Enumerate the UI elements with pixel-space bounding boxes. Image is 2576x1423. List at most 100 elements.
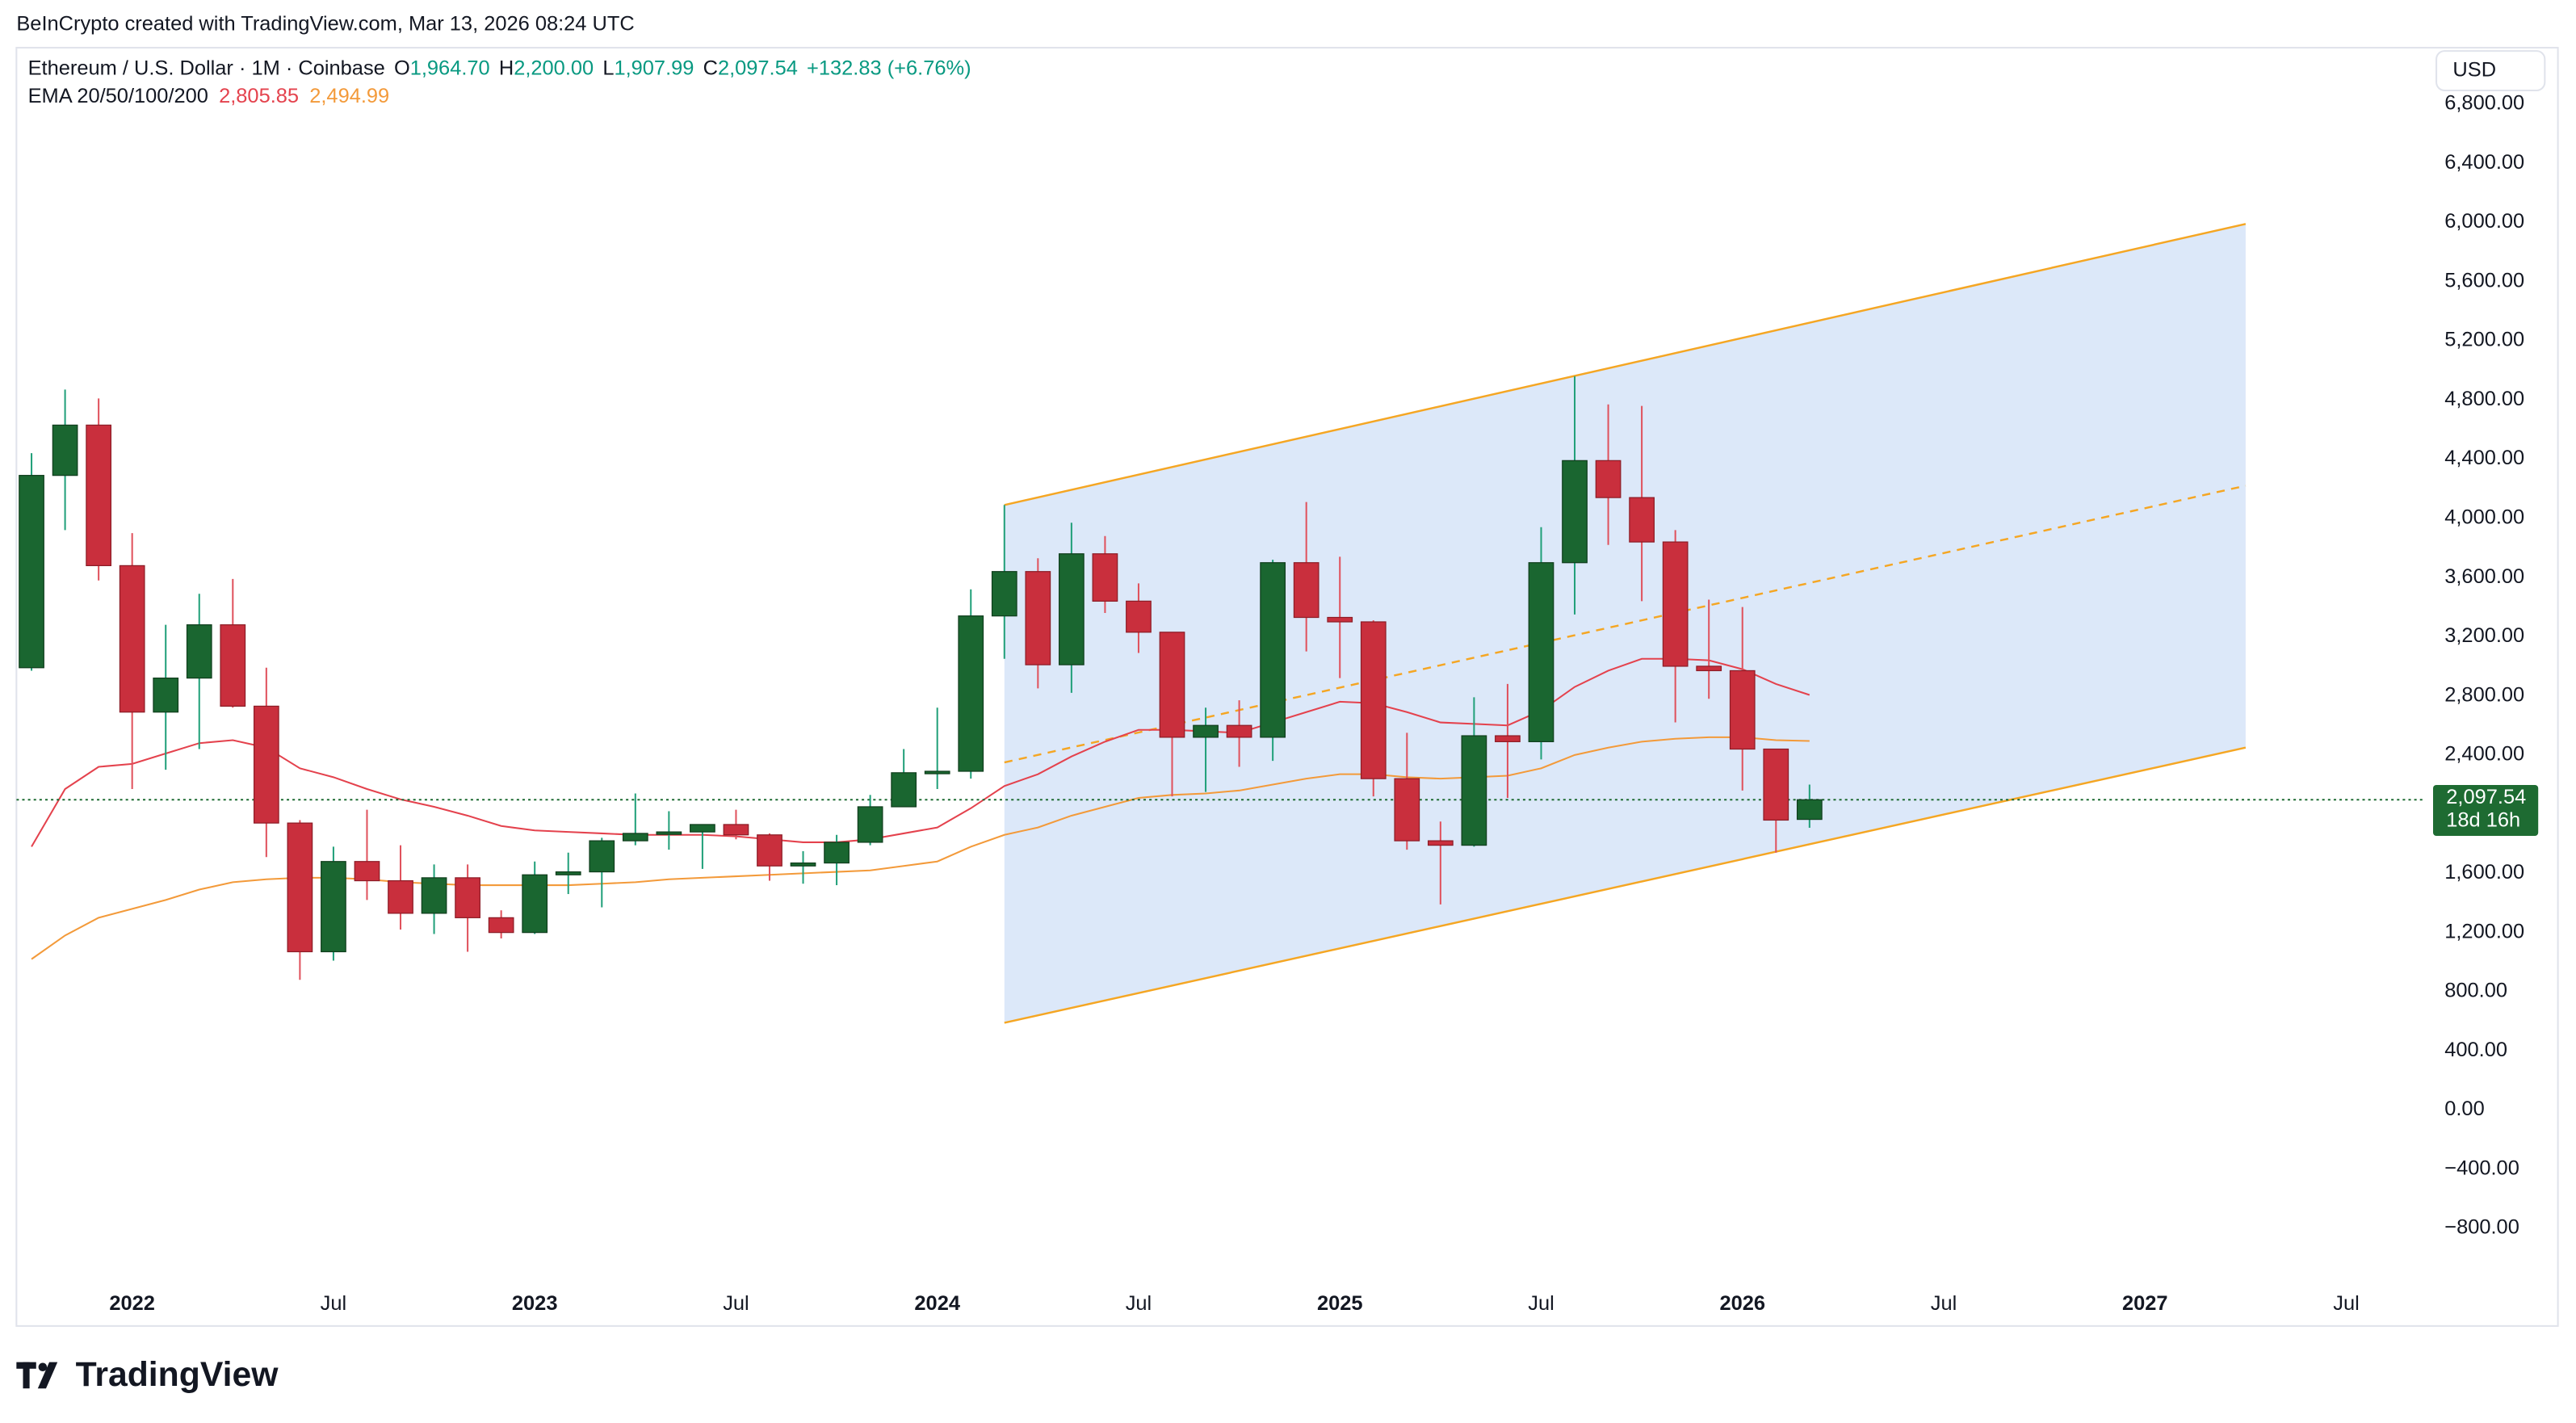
candle-body (1059, 553, 1085, 665)
change: +132.83 (+6.76%) (807, 57, 971, 79)
indicator: EMA 20/50/100/200 (28, 85, 208, 107)
candle-body (924, 770, 950, 774)
x-tick-label: Jul (1931, 1292, 1957, 1315)
candle-body (958, 615, 984, 772)
candle-body (153, 677, 179, 713)
y-tick-label: 1,200.00 (2444, 920, 2524, 942)
y-tick-label: 3,600.00 (2444, 565, 2524, 588)
legend-main: Ethereum / U.S. Dollar · 1M · Coinbase O… (28, 57, 971, 79)
x-tick-label: Jul (321, 1292, 346, 1315)
brand-logo (16, 1362, 58, 1389)
countdown: 18d 16h (2446, 808, 2520, 831)
candle-body (1763, 748, 1789, 821)
y-tick-label: 6,000.00 (2444, 210, 2524, 233)
ohlc-value: 1,907.99 (614, 57, 694, 79)
currency-button[interactable] (2435, 50, 2546, 91)
candle-body (1394, 778, 1420, 842)
y-tick-label: 6,800.00 (2444, 92, 2524, 115)
y-tick-label: 800.00 (2444, 980, 2507, 1002)
candle-body (354, 861, 380, 882)
ohlc-key: L (602, 57, 614, 79)
ohlc-value: 2,097.54 (718, 57, 798, 79)
candle-body (388, 879, 413, 914)
ema-value: 2,805.85 (219, 85, 299, 107)
candle-body (86, 424, 111, 567)
plot-area (16, 223, 2423, 1024)
x-tick-label: 2024 (914, 1292, 960, 1315)
candle-body (991, 571, 1017, 617)
currency[interactable]: USD (2452, 58, 2496, 81)
x-tick-label: Jul (2333, 1292, 2360, 1315)
y-tick-label: 4,000.00 (2444, 506, 2524, 528)
candle-body (1562, 460, 1588, 564)
candle-body (1293, 562, 1319, 619)
y-tick-label: 3,200.00 (2444, 624, 2524, 647)
candle-body (287, 822, 313, 953)
price-box (2433, 784, 2539, 837)
y-tick-label: 5,600.00 (2444, 269, 2524, 292)
y-tick-label: −800.00 (2444, 1216, 2519, 1239)
candle-body (119, 565, 145, 713)
x-tick-label: 2027 (2122, 1292, 2168, 1315)
ohlc-value: 2,200.00 (514, 57, 594, 79)
candle-body (220, 624, 246, 707)
candle-body (1696, 665, 1722, 672)
x-tick-label: 2022 (109, 1292, 155, 1315)
ohlc-value: 1,964.70 (410, 57, 490, 79)
candle-body (488, 917, 514, 934)
candle-body (1796, 799, 1823, 821)
candle-body (589, 840, 615, 873)
candle-body (52, 424, 78, 476)
candle-body (1528, 562, 1554, 742)
channel-middle (1004, 485, 2247, 764)
y-tick-label: −400.00 (2444, 1156, 2519, 1179)
candle-body (1729, 670, 1756, 750)
x-tick-label: 2025 (1317, 1292, 1363, 1315)
candle-body (1260, 562, 1286, 738)
candle-body (19, 475, 44, 669)
candle-body (824, 842, 850, 864)
candle-body (522, 874, 548, 934)
channel-upper (1004, 223, 2247, 506)
candle-body (321, 861, 346, 953)
candle-body (421, 877, 447, 914)
ohlc-key: C (703, 57, 718, 79)
y-tick-label: 1,600.00 (2444, 861, 2524, 884)
y-tick-label: 0.00 (2444, 1098, 2484, 1120)
candle-body (1461, 735, 1487, 846)
legend-ema: EMA 20/50/100/200 2,805.85 2,494.99 (28, 85, 390, 107)
candle-body (1159, 632, 1185, 738)
symbol: Ethereum / U.S. Dollar · 1M · Coinbase (28, 57, 385, 79)
y-tick-label: 2,400.00 (2444, 743, 2524, 766)
candle-body (1025, 571, 1051, 665)
x-tick-label: Jul (1528, 1292, 1554, 1315)
x-tick-label: Jul (1126, 1292, 1152, 1315)
channel-lower (1004, 746, 2247, 1024)
x-tick-label: 2026 (1719, 1292, 1765, 1315)
candle-body (1226, 724, 1252, 738)
candle-body (1662, 541, 1689, 667)
candle-body (1629, 497, 1655, 543)
ohlc-key: H (499, 57, 514, 79)
candle-body (455, 877, 480, 918)
price-label: 2,097.54 (2446, 786, 2526, 808)
candle-body (656, 831, 682, 835)
candle-body (690, 824, 715, 833)
candle-body (891, 772, 917, 808)
candle-body (1193, 724, 1219, 738)
candle-body (253, 705, 279, 824)
ema-line (31, 657, 1810, 847)
candle-body (1327, 616, 1353, 623)
x-tick-label: Jul (723, 1292, 749, 1315)
candle-body (555, 871, 581, 875)
candle-body (186, 624, 212, 679)
attribution: BeInCrypto created with TradingView.com,… (16, 12, 634, 35)
candle-body (857, 806, 883, 843)
candle-body (1595, 460, 1622, 498)
x-tick-label: 2023 (512, 1292, 558, 1315)
brand: TradingView (76, 1355, 279, 1394)
candle-body (1495, 735, 1521, 742)
candle-body (1427, 840, 1454, 846)
